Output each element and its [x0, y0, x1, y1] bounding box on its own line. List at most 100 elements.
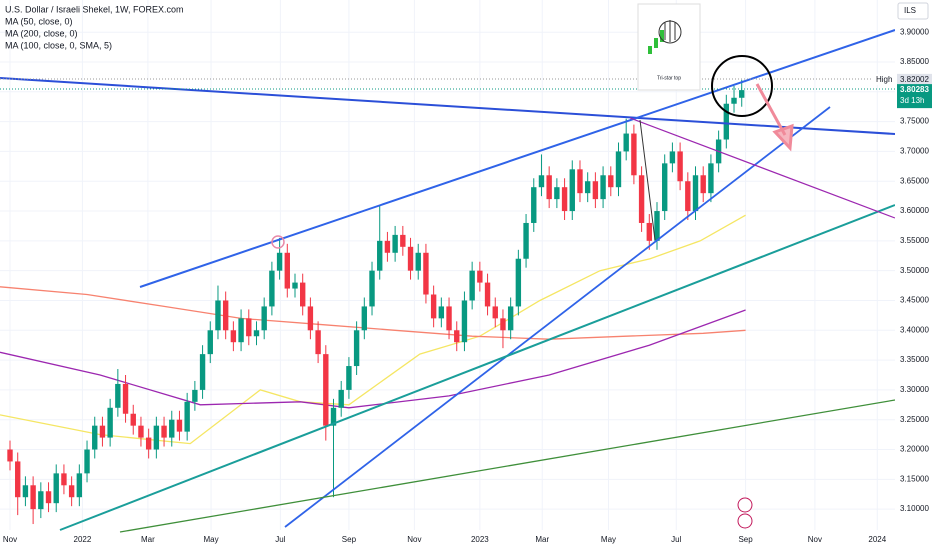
chart-title: U.S. Dollar / Israeli Shekel, 1W, FOREX.…: [5, 4, 184, 14]
moving-average: [0, 309, 746, 409]
candle-body: [22, 485, 29, 498]
x-tick-label: Jul: [275, 535, 285, 544]
moving-average: [0, 286, 746, 340]
candle-body: [692, 175, 699, 212]
y-tick-label: 3.85000: [900, 57, 929, 66]
candle-body: [361, 306, 368, 331]
candle-body: [615, 151, 622, 188]
event-icon[interactable]: [737, 497, 753, 513]
x-tick-label: 2023: [471, 535, 489, 544]
candle-body: [423, 252, 429, 295]
candle-body: [192, 389, 198, 402]
candle-body: [569, 169, 575, 212]
candle-body: [723, 103, 730, 140]
trend-line: [639, 119, 656, 241]
candle-body: [145, 437, 152, 450]
currency-box: [897, 2, 929, 20]
candle-body: [323, 354, 329, 426]
y-tick-label: 3.25000: [900, 415, 929, 424]
annotation: Tri-star top: [657, 75, 681, 81]
candle-body: [731, 97, 737, 104]
event-icon[interactable]: [737, 513, 753, 529]
candle-body: [315, 330, 321, 355]
inset: Tri-star top: [637, 3, 701, 91]
x-tick-label: Mar: [535, 535, 549, 544]
candle-body: [492, 306, 498, 319]
x-tick-label: Mar: [141, 535, 155, 544]
candle-body: [561, 187, 568, 212]
candle-body: [677, 151, 683, 182]
candle-body: [107, 407, 113, 438]
candle-body: [292, 282, 298, 289]
candle-body: [15, 461, 21, 498]
legend-entry: MA (100, close, 0, SMA, 5): [5, 40, 112, 50]
candle-body: [407, 246, 414, 271]
candle-body: [538, 175, 545, 188]
y-tick-label: 3.20000: [900, 445, 929, 454]
high-price-box: [897, 73, 932, 85]
candle-body: [76, 473, 83, 498]
candle-body: [584, 181, 591, 194]
x-tick-label: 2024: [868, 535, 886, 544]
candle-body: [369, 270, 375, 307]
candle-body: [122, 383, 129, 414]
y-tick-label: 3.90000: [900, 27, 929, 36]
candle-body: [207, 330, 213, 355]
candle-body: [392, 234, 398, 253]
legend-entry: MA (200, close, 0): [5, 28, 78, 38]
candle-body: [276, 252, 283, 271]
candle-body: [253, 330, 260, 337]
candle-body: [662, 163, 668, 212]
candle-body: [638, 175, 645, 223]
candle-body: [38, 491, 44, 510]
candles: [7, 79, 745, 525]
drawings: [0, 29, 896, 533]
y-tick-label: 3.45000: [900, 296, 929, 305]
inset-icon: [648, 46, 652, 54]
candle-body: [199, 354, 206, 390]
candle-body: [708, 163, 714, 194]
y-tick-label: 3.30000: [900, 385, 929, 394]
candle-body: [99, 425, 106, 438]
candle-body: [384, 240, 391, 253]
candle-body: [115, 383, 121, 408]
candle-body: [269, 270, 275, 307]
candle-body: [68, 485, 75, 498]
candle-body: [238, 318, 244, 343]
candle-body: [138, 425, 144, 438]
candle-body: [330, 407, 337, 426]
candle-body: [400, 234, 406, 247]
countdown: 3d 13h: [900, 96, 924, 105]
highlight-circle: [271, 235, 285, 249]
currency: ILS: [904, 6, 916, 15]
axes: 3.10000 3.15000 3.20000 3.25000 3.30000 3.350…: [3, 27, 932, 544]
y-tick-label: 3.50000: [900, 266, 929, 275]
x-tick-label: Nov: [3, 535, 17, 544]
candle-body: [184, 401, 190, 432]
candle-body: [246, 318, 252, 337]
candle-body: [685, 181, 691, 212]
x-tick-label: May: [601, 535, 616, 544]
high-label: High: [876, 75, 892, 84]
x-tick-label: Sep: [342, 535, 357, 544]
candle-body: [307, 306, 314, 331]
candle-body: [631, 133, 637, 176]
last-price: 3.80283: [900, 85, 929, 94]
x-tick-label: Sep: [738, 535, 753, 544]
y-tick-label: 3.65000: [900, 176, 929, 185]
y-tick-label: 3.40000: [900, 325, 929, 334]
candle-body: [300, 282, 306, 307]
x-tick-label: Nov: [808, 535, 822, 544]
candle-body: [415, 252, 421, 271]
y-tick-label: 3.10000: [900, 504, 929, 513]
y-tick-label: 3.35000: [900, 355, 929, 364]
candle-body: [523, 222, 529, 259]
highlight-circle: [711, 55, 773, 117]
moving-averages: [0, 214, 746, 445]
candle-body: [577, 169, 583, 194]
high-price: 3.82002: [900, 75, 929, 84]
candle-body: [546, 175, 552, 200]
candle-body: [153, 425, 160, 450]
candle-body: [446, 306, 452, 331]
candle-body: [84, 449, 90, 474]
